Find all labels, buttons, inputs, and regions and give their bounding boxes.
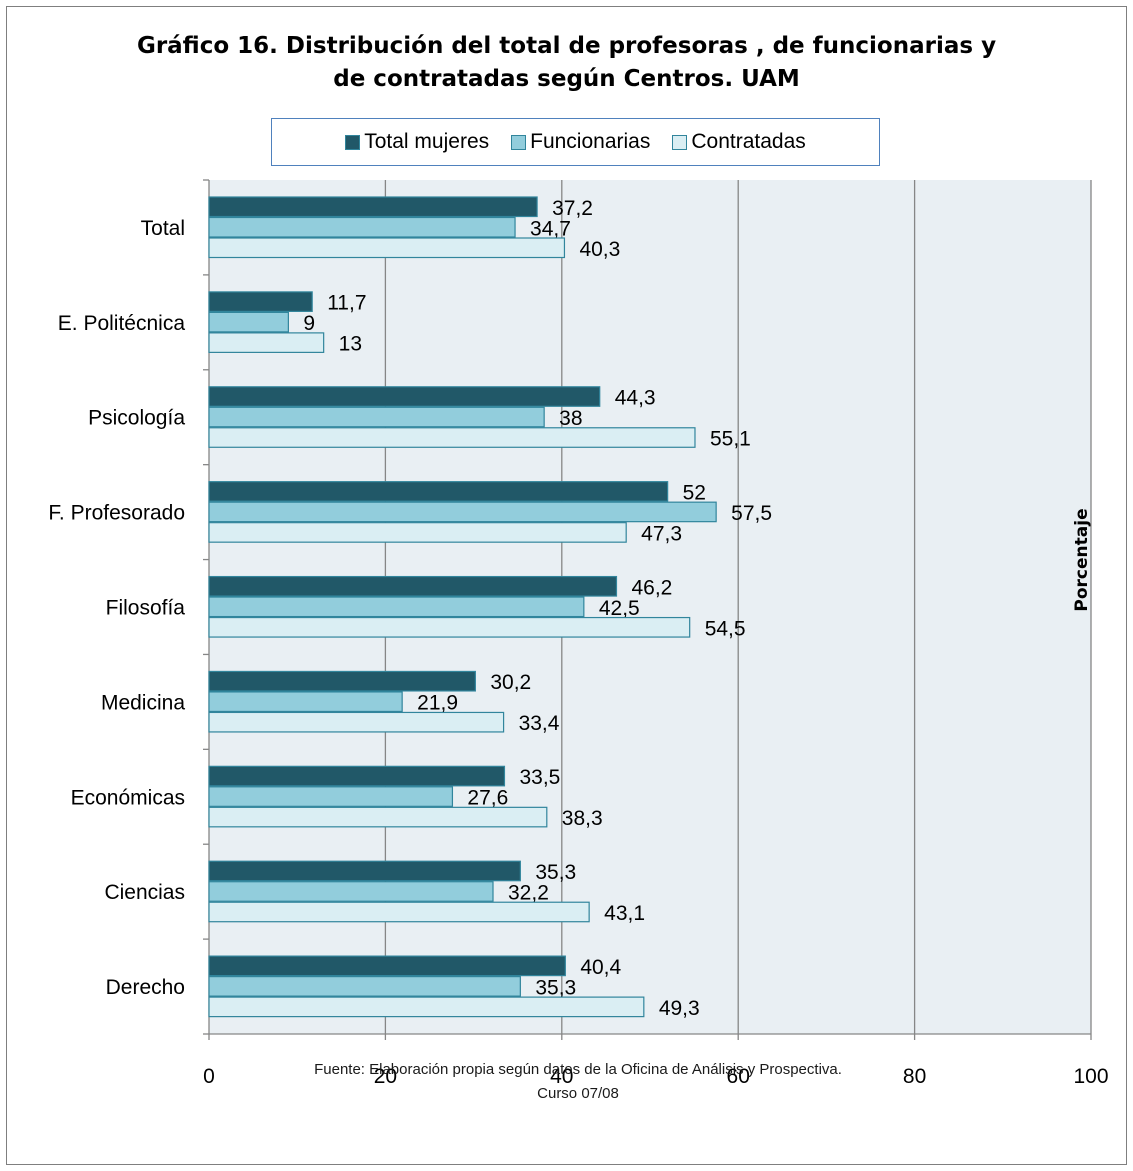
value-label-f-profesorado-funcionarias: 57,5 [731,502,772,525]
bar-total-funcionarias [208,216,516,238]
bar-psicologia-total-mujeres [208,386,601,407]
bar-e-politecnica-total-mujeres [208,291,313,312]
source-line-2: Curso 07/08 [537,1085,619,1102]
bar-filosofia-funcionarias [208,596,585,618]
category-label-f-profesorado: F. Profesorado [48,502,185,525]
value-label-medicina-funcionarias: 21,9 [417,692,458,715]
x-tick-label-20: 20 [374,1065,397,1088]
value-label-medicina-total-mujeres: 30,2 [490,671,531,694]
bar-ciencias-total-mujeres [208,860,521,882]
bar-psicologia-contratadas [208,427,696,448]
legend-label-contratadas: Contratadas [691,130,806,153]
legend-swatch-contratadas [672,134,688,150]
legend-label-total-mujeres: Total mujeres [364,130,490,153]
chart-title: Gráfico 16. Distribución del total de pr… [0,30,1133,96]
bar-economicas-contratadas [208,806,548,828]
value-label-ciencias-total-mujeres: 35,3 [535,861,576,884]
bar-filosofia-contratadas [208,616,691,638]
legend-item-total-mujeres: Total mujeres [345,130,489,154]
legend-item-contratadas: Contratadas [672,130,806,154]
chart-title-line-2: de contratadas según Centros. UAM [333,66,800,92]
category-label-medicina: Medicina [101,691,185,714]
chart-source-note: Fuente: Elaboración propia según datos d… [209,1058,947,1106]
value-label-derecho-contratadas: 49,3 [659,997,700,1020]
category-label-e-politecnica: E. Politécnica [58,312,186,335]
x-tick-label-0: 0 [203,1065,215,1088]
category-label-derecho: Derecho [106,976,185,999]
legend-swatch-total-mujeres [345,134,361,150]
bar-e-politecnica-contratadas [208,332,325,353]
bar-medicina-total-mujeres [208,670,476,692]
chart-title-line-1: Gráfico 16. Distribución del total de pr… [136,33,997,59]
value-label-filosofia-contratadas: 54,5 [705,617,746,640]
value-label-derecho-funcionarias: 35,3 [535,976,576,999]
value-label-psicologia-funcionarias: 38 [559,407,582,430]
value-label-ciencias-funcionarias: 32,2 [508,881,549,904]
bar-filosofia-total-mujeres [208,575,618,597]
category-label-economicas: Económicas [71,786,185,809]
x-tick-label-100: 100 [1073,1065,1108,1088]
category-label-filosofia: Filosofía [106,597,186,620]
value-label-total-funcionarias: 34,7 [530,217,571,240]
bar-e-politecnica-funcionarias [208,311,289,333]
bar-derecho-contratadas [208,996,645,1018]
value-label-e-politecnica-funcionarias: 9 [303,312,315,335]
x-tick-label-80: 80 [903,1065,926,1088]
legend-swatch-funcionarias [511,134,527,150]
value-label-derecho-total-mujeres: 40,4 [580,956,621,979]
bar-total-total-mujeres [208,196,538,218]
value-label-filosofia-total-mujeres: 46,2 [631,576,672,599]
value-label-psicologia-total-mujeres: 44,3 [615,387,656,410]
legend-label-funcionarias: Funcionarias [530,130,651,153]
bar-f-profesorado-total-mujeres [208,481,669,502]
bar-economicas-funcionarias [208,786,454,807]
bar-f-profesorado-funcionarias [208,501,717,523]
value-label-psicologia-contratadas: 55,1 [710,428,751,451]
bar-ciencias-contratadas [208,901,590,923]
category-label-psicologia: Psicología [88,407,185,430]
value-label-f-profesorado-contratadas: 47,3 [641,522,682,545]
x-tick-label-40: 40 [550,1065,573,1088]
category-label-ciencias: Ciencias [104,881,185,904]
category-label-total: Total [141,217,185,240]
bar-psicologia-funcionarias [208,406,545,428]
value-label-f-profesorado-total-mujeres: 52 [683,481,706,504]
bar-economicas-total-mujeres [208,765,506,787]
value-label-filosofia-funcionarias: 42,5 [599,597,640,620]
bar-f-profesorado-contratadas [208,522,627,543]
value-label-medicina-contratadas: 33,4 [519,712,560,735]
value-label-e-politecnica-contratadas: 13 [339,333,362,356]
chart-legend: Total mujeres Funcionarias Contratadas [271,118,880,166]
bar-ciencias-funcionarias [208,881,494,902]
value-label-total-contratadas: 40,3 [579,238,620,261]
value-label-economicas-total-mujeres: 33,5 [519,766,560,789]
value-label-economicas-funcionarias: 27,6 [467,787,508,810]
value-label-e-politecnica-total-mujeres: 11,7 [327,292,366,315]
bar-total-contratadas [208,237,566,259]
source-line-1: Fuente: Elaboración propia según datos d… [314,1061,842,1078]
bar-medicina-contratadas [208,711,505,733]
bar-medicina-funcionarias [208,691,403,713]
bar-derecho-total-mujeres [208,955,566,977]
x-tick-label-60: 60 [727,1065,750,1088]
value-label-ciencias-contratadas: 43,1 [604,902,645,925]
y-axis-title: Porcentaje [1072,508,1092,612]
bar-derecho-funcionarias [208,976,521,997]
legend-item-funcionarias: Funcionarias [511,130,650,154]
value-label-total-total-mujeres: 37,2 [552,197,593,220]
value-label-economicas-contratadas: 38,3 [562,807,603,830]
